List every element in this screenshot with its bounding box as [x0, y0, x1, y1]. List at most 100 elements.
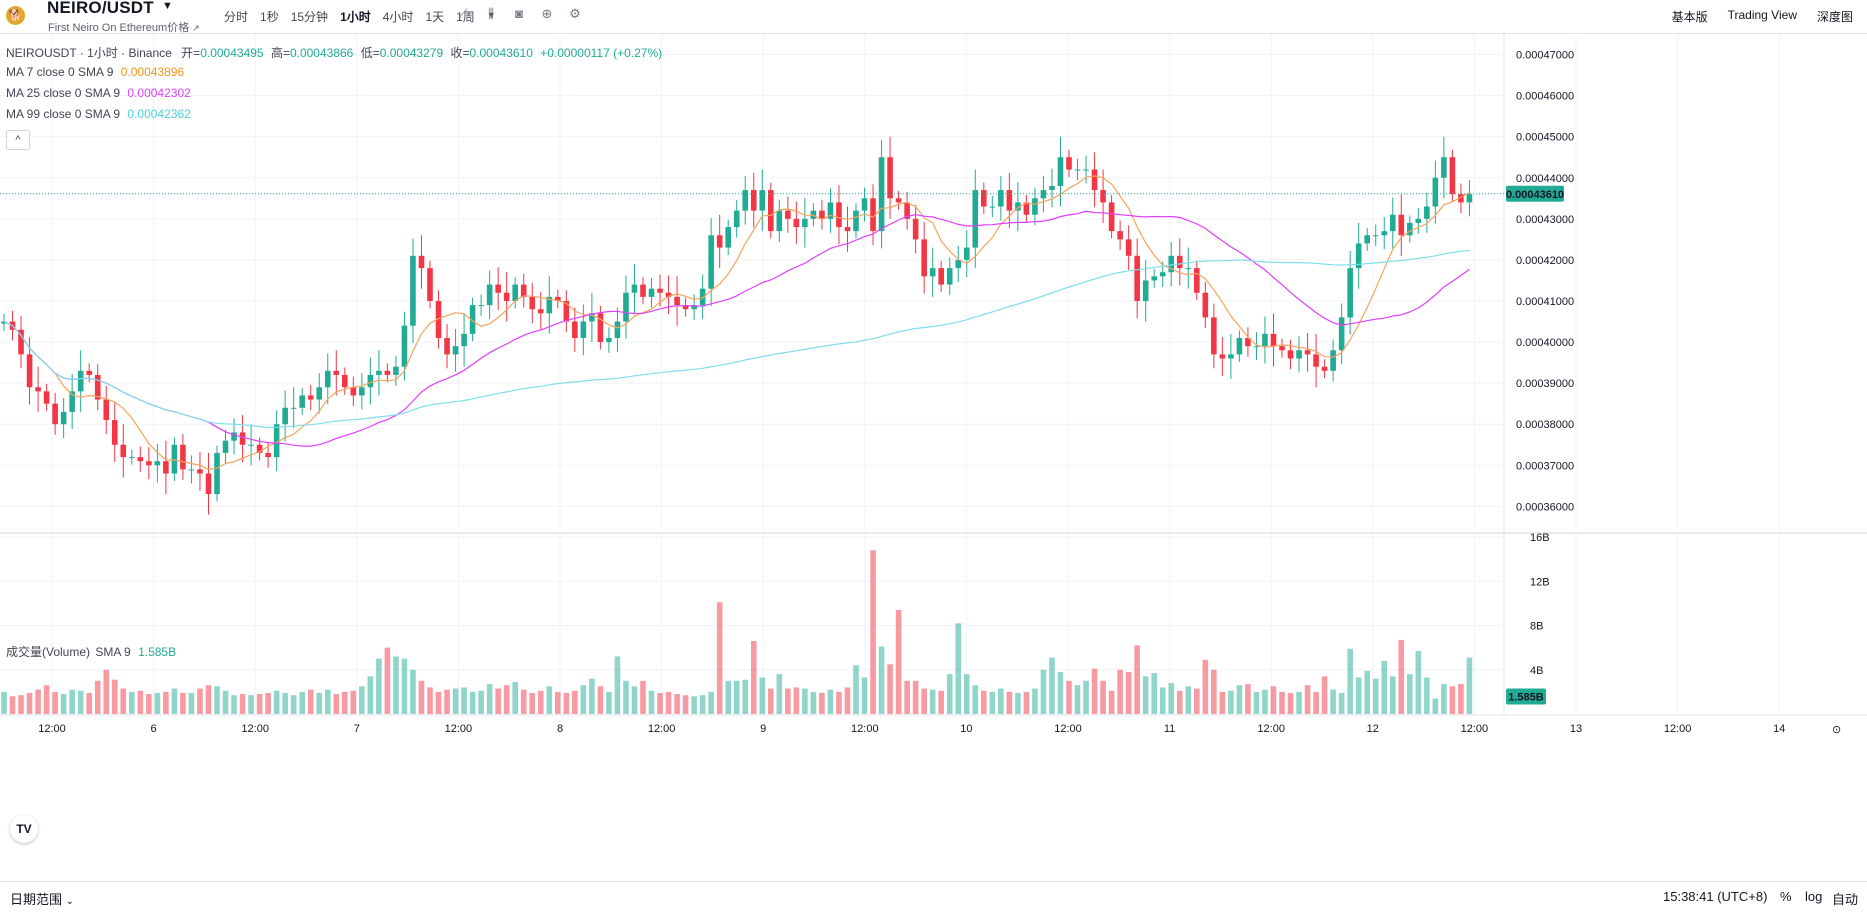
candle-body — [946, 268, 953, 285]
volume-bar — [35, 689, 41, 714]
ma99-line — [3, 249, 1470, 429]
candle-body — [1006, 190, 1013, 211]
change-value: +0.00000117 (+0.27%) — [540, 46, 663, 60]
candle-body — [146, 461, 152, 466]
candle-body — [793, 218, 800, 228]
chart-toolbar: ⟋ ⫼ ◙ ⊕ ⚙ — [449, 6, 589, 22]
pair-subtitle[interactable]: First Neiro On Ethereum价格 ↗ — [48, 19, 200, 35]
pair-title[interactable]: NEIRO/USDT — [47, 0, 154, 17]
candle-body — [972, 190, 979, 248]
candle-body — [137, 457, 144, 462]
high-value: 0.00043866 — [289, 46, 354, 60]
volume-bar — [290, 695, 297, 714]
volume-bar — [887, 664, 893, 714]
time-tick-label: 12:00 — [1664, 723, 1692, 735]
volume-bar — [1372, 678, 1379, 714]
settings-gear-icon[interactable]: ⚙ — [569, 6, 581, 21]
interval-tick[interactable]: 分时 — [224, 10, 249, 24]
volume-bar — [665, 691, 672, 714]
candle-body — [401, 325, 408, 367]
candle-body — [188, 469, 195, 471]
price-tick-label: 0.00045000 — [1516, 132, 1574, 144]
depth-chart-link[interactable]: 深度图 — [1816, 10, 1853, 24]
volume-bar — [393, 656, 399, 714]
time-tick-label: 12:00 — [241, 723, 269, 735]
time-axis-settings-icon[interactable]: ⊙ — [1832, 724, 1841, 736]
volume-bar — [1100, 680, 1106, 714]
interval-4h[interactable]: 4小时 — [382, 10, 414, 24]
volume-bar — [444, 689, 450, 714]
candle-body — [989, 206, 996, 208]
volume-bar — [998, 688, 1004, 714]
volume-bar — [77, 690, 84, 714]
volume-bar — [1330, 689, 1336, 714]
candle-body — [776, 210, 783, 232]
chart-type-icon[interactable]: ⫼ — [488, 6, 494, 21]
auto-scale-button[interactable]: 自动 — [1832, 892, 1859, 907]
interval-1w[interactable]: 1周 — [456, 10, 475, 24]
clock[interactable]: 15:38:41 (UTC+8) — [1663, 889, 1768, 904]
volume-bar — [461, 687, 467, 714]
interval-1h[interactable]: 1小时 — [340, 10, 371, 24]
date-range-button[interactable]: 日期范围 ⌄ — [10, 889, 74, 908]
collapse-legend-button[interactable]: ^ — [6, 130, 30, 150]
price-tick-label: 0.00040000 — [1516, 337, 1574, 349]
candle-body — [129, 457, 135, 459]
volume-bar — [222, 690, 229, 714]
volume-bar — [1389, 676, 1396, 714]
volume-bar — [86, 692, 92, 714]
time-tick-label: 12 — [1367, 723, 1379, 735]
price-chart[interactable]: 0.00047000 0.00046000 0.00045000 0.00044000… — [0, 34, 1867, 881]
screenshot-icon[interactable]: ◙ — [515, 6, 523, 21]
indicators-icon[interactable]: ⟋ — [458, 6, 468, 21]
percent-scale-button[interactable]: % — [1780, 889, 1792, 904]
interval-1s[interactable]: 1秒 — [260, 10, 279, 24]
candle-body — [768, 190, 774, 232]
candle-body — [43, 391, 50, 404]
more-intervals-icon[interactable]: ▼ — [486, 10, 496, 20]
volume-sma-label: SMA 9 — [95, 645, 131, 659]
tradingview-logo-icon[interactable]: TV — [10, 815, 38, 843]
coin-logo-icon: 🐕 — [6, 6, 25, 25]
volume-bar — [989, 691, 996, 714]
candle-body — [699, 288, 706, 306]
volume-bar — [1236, 685, 1243, 714]
interval-15m[interactable]: 15分钟 — [290, 10, 329, 24]
interval-1d[interactable]: 1天 — [425, 10, 445, 24]
candle-body — [657, 288, 663, 293]
volume-bar — [1151, 673, 1157, 714]
volume-bar — [537, 690, 544, 714]
candle-body — [827, 202, 834, 219]
ma99-row[interactable]: MA 99 close 0 SMA 9 0.00042362 — [6, 107, 662, 128]
volume-bar — [384, 647, 391, 714]
candle-body — [1219, 354, 1226, 359]
top-divider — [0, 33, 1867, 34]
candle-body — [316, 387, 323, 400]
candle-body — [52, 403, 58, 425]
tradingview-link[interactable]: Trading View — [1727, 8, 1797, 22]
volume-bar — [1458, 684, 1464, 714]
ma7-row[interactable]: MA 7 close 0 SMA 9 0.00043896 — [6, 65, 662, 86]
volume-bar — [1202, 659, 1209, 714]
candle-body — [1296, 350, 1302, 359]
volume-bar — [921, 688, 927, 714]
basic-view-link[interactable]: 基本版 — [1671, 10, 1708, 24]
volume-bar — [1074, 685, 1081, 714]
volume-bar — [486, 684, 493, 714]
candle-body — [444, 337, 450, 355]
ma25-row[interactable]: MA 25 close 0 SMA 9 0.00042302 — [6, 86, 662, 107]
candle-body — [478, 305, 484, 307]
candle-body — [750, 190, 757, 211]
log-scale-button[interactable]: log — [1805, 889, 1823, 904]
volume-bar — [367, 676, 374, 714]
candle-body — [239, 432, 246, 445]
price-tick-label: 0.00041000 — [1516, 296, 1574, 308]
candle-body — [282, 407, 288, 425]
high-label: 高= — [270, 46, 290, 60]
volume-bar — [418, 680, 425, 714]
volume-bar — [1347, 648, 1353, 714]
price-tick-label: 0.00044000 — [1516, 173, 1574, 185]
add-icon[interactable]: ⊕ — [541, 6, 553, 21]
pair-dropdown-icon[interactable]: ▼ — [162, 0, 173, 12]
volume-bar — [529, 692, 536, 714]
